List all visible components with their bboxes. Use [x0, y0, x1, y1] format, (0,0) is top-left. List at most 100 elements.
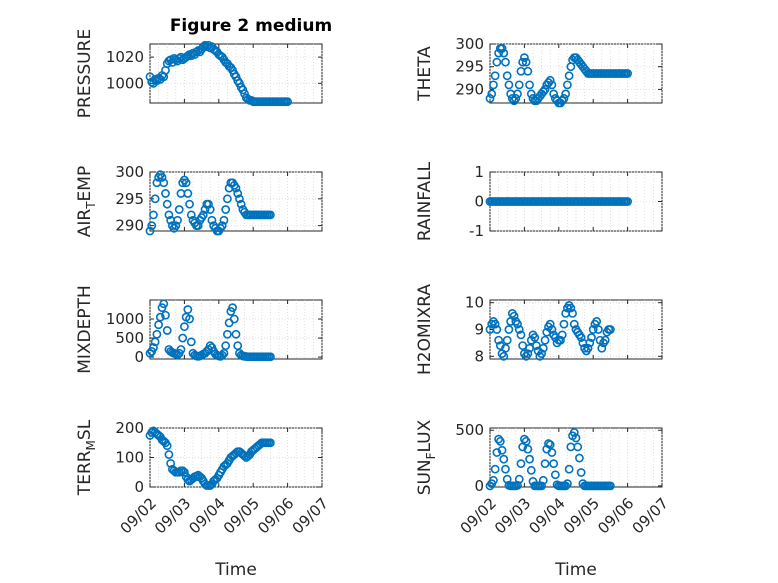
data-point [556, 335, 565, 345]
data-point [583, 343, 593, 353]
data-point [520, 53, 529, 63]
data-point [265, 438, 275, 448]
x-tick-label: 09/05 [560, 494, 603, 537]
data-point [566, 303, 576, 313]
data-point [540, 459, 550, 469]
data-point [162, 326, 172, 335]
data-point [504, 325, 514, 334]
y-axis-label: RAINFALL [415, 161, 435, 241]
data-point [564, 464, 574, 474]
y-tick-label: 10 [465, 294, 484, 312]
data-point [494, 434, 503, 444]
data-point [538, 87, 548, 97]
data-point [540, 84, 550, 94]
x-tick-label: 09/07 [629, 494, 672, 537]
data-point [178, 333, 188, 343]
data-point [161, 310, 170, 320]
data-point [514, 474, 524, 484]
data-point [198, 210, 208, 220]
data-point [521, 436, 531, 446]
data-point [537, 349, 546, 359]
data-point [152, 329, 162, 339]
data-point [164, 450, 174, 459]
data-point [494, 335, 503, 345]
data-point [587, 333, 596, 342]
x-tick-label: 09/06 [254, 494, 297, 537]
y-axis-label: AIRTEMP [75, 166, 98, 237]
data-point [174, 205, 184, 214]
data-point [561, 481, 571, 491]
y-axis-label: MIXDEPTH [75, 285, 95, 374]
y-tick-label: 0 [134, 348, 144, 366]
x-tick-label: 09/05 [220, 494, 263, 537]
data-point [159, 178, 169, 188]
data-point [563, 479, 572, 489]
data-point [490, 319, 500, 329]
x-axis-label: Time [554, 560, 597, 580]
data-point [561, 89, 571, 99]
data-point [538, 475, 548, 485]
data-point [606, 325, 615, 334]
data-point [501, 464, 510, 474]
data-point [526, 465, 536, 475]
data-point [576, 468, 586, 477]
data-point [568, 309, 577, 318]
data-point [183, 475, 193, 485]
data-point [217, 221, 227, 231]
data-point [186, 337, 196, 347]
data-point [518, 57, 528, 67]
subplot-pressure: 1000 1020 PRESSURE [75, 29, 323, 118]
y-axis-label: PRESSURE [75, 29, 95, 118]
data-point [265, 352, 275, 362]
data-point [516, 459, 526, 469]
data-point [497, 445, 507, 455]
data-point [545, 440, 555, 450]
y-tick-label: 290 [455, 80, 484, 98]
data-point [185, 314, 194, 324]
y-axis-label: H2OMIXRA [415, 284, 435, 375]
y-tick-label: 9 [474, 321, 484, 339]
data-point [569, 428, 579, 437]
data-point [502, 335, 512, 345]
y-tick-label: -1 [469, 222, 484, 240]
data-point [233, 189, 243, 198]
data-point [173, 215, 182, 225]
subplot-air: 290 295 300 AIRTEMP [75, 163, 323, 237]
data-point [487, 89, 497, 99]
x-tick-label: 09/02 [457, 494, 500, 537]
data-point [499, 48, 509, 58]
figure-title: Figure 2 medium [170, 16, 332, 36]
y-tick-label: 100 [115, 449, 144, 467]
data-point [523, 349, 533, 359]
data-point [207, 215, 217, 225]
data-point [564, 71, 574, 81]
y-tick-label: 300 [455, 35, 484, 53]
data-series [145, 170, 275, 236]
subplot-theta: 290 295 300 THETA [415, 35, 663, 108]
subplot-rainfall: -1 0 1 RAINFALL [415, 161, 663, 241]
data-point [235, 194, 244, 204]
data-point [171, 221, 181, 231]
data-point [499, 351, 509, 361]
data-point [221, 341, 231, 351]
data-point [576, 333, 586, 342]
x-tick-label: 09/06 [594, 494, 637, 537]
data-point [179, 322, 189, 332]
data-series [145, 299, 275, 362]
data-point [490, 464, 500, 474]
x-tick-label: 09/04 [525, 494, 568, 537]
data-point [545, 319, 555, 329]
data-point [559, 94, 569, 103]
data-point [530, 333, 540, 342]
data-point [592, 317, 602, 326]
data-point [492, 57, 502, 67]
data-point [513, 89, 522, 99]
data-point [228, 303, 237, 313]
y-tick-label: 8 [474, 347, 484, 365]
data-point [509, 96, 519, 106]
data-point [537, 481, 546, 491]
data-point [549, 89, 559, 99]
y-tick-label: 500 [455, 421, 484, 439]
data-point [229, 314, 239, 324]
